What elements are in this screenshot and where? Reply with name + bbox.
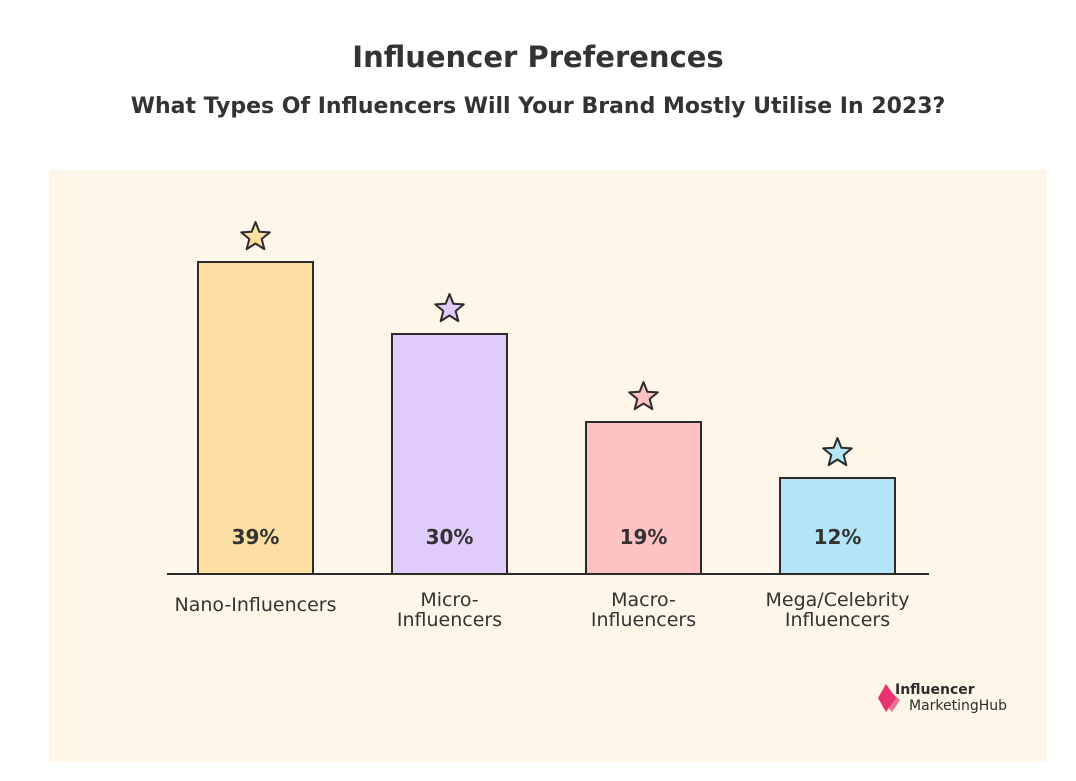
- category-label-4: Mega/Celebrity Influencers: [743, 590, 933, 630]
- data-label-3: 19%: [620, 525, 668, 549]
- category-label-line: Micro-: [420, 589, 479, 611]
- bar-2: [391, 333, 508, 575]
- category-label-line: Influencers: [396, 609, 503, 631]
- category-label-3: Macro- Influencers: [549, 590, 739, 630]
- logo-text-line1: Influencer: [895, 682, 975, 698]
- star-icon: [434, 293, 465, 323]
- bar-3: [585, 421, 702, 575]
- category-label-line: Macro-: [611, 589, 676, 611]
- bar-1: [197, 261, 314, 575]
- category-label-line: Nano-Influencers: [174, 594, 337, 616]
- data-label-1: 39%: [232, 525, 280, 549]
- logo-mark-icon: [878, 684, 900, 712]
- star-icon: [628, 381, 659, 411]
- star-icon: [240, 221, 271, 251]
- chart-subtitle: What Types Of Influencers Will Your Bran…: [130, 94, 946, 119]
- data-label-4: 12%: [814, 525, 862, 549]
- star-icon: [822, 437, 853, 467]
- category-label-2: Micro- Influencers: [355, 590, 545, 630]
- brand-logo: Influencer MarketingHub: [876, 682, 1026, 718]
- category-label-line: Influencers: [784, 609, 891, 631]
- bar-chart: 39% 30% 19% 12%: [167, 221, 929, 575]
- data-label-2: 30%: [426, 525, 474, 549]
- chart-panel: 39% 30% 19% 12% Nano-Influencers Micro- Influ…: [49, 170, 1047, 762]
- bar-4: [779, 477, 896, 575]
- category-label-line: Mega/Celebrity: [765, 589, 910, 611]
- category-label-line: Influencers: [590, 609, 697, 631]
- category-label-1: Nano-Influencers: [161, 595, 351, 615]
- chart-title: Influencer Preferences: [352, 40, 724, 74]
- logo-text-line2: MarketingHub: [909, 698, 1008, 714]
